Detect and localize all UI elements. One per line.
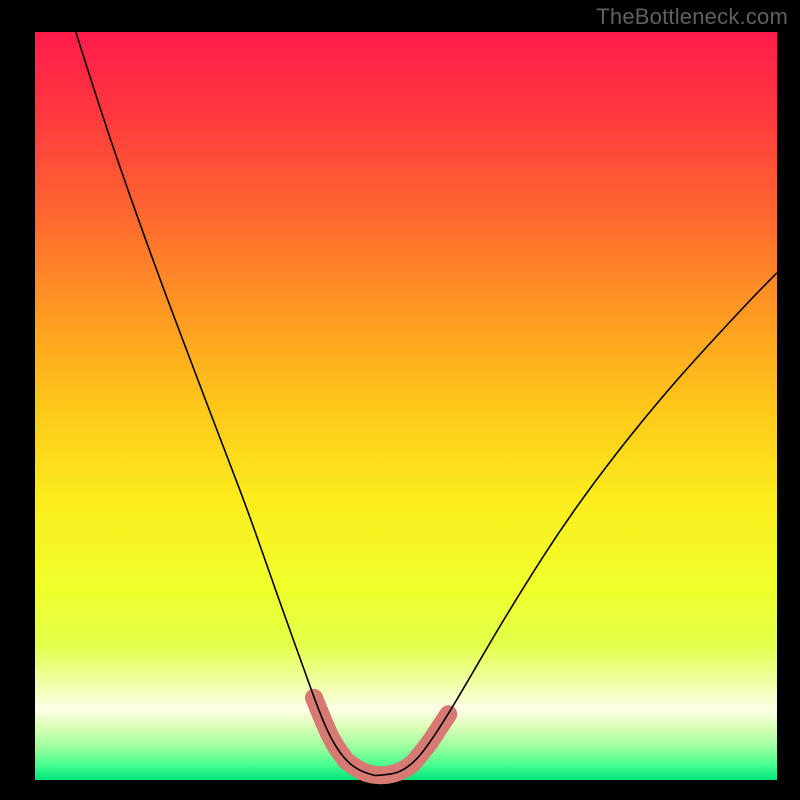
curve-left-branch — [76, 32, 375, 776]
curve-overlay — [35, 32, 777, 780]
curve-right-branch — [375, 273, 777, 776]
highlight-segment-left — [314, 698, 347, 762]
plot-area — [35, 32, 777, 780]
watermark-text: TheBottleneck.com — [596, 4, 788, 30]
